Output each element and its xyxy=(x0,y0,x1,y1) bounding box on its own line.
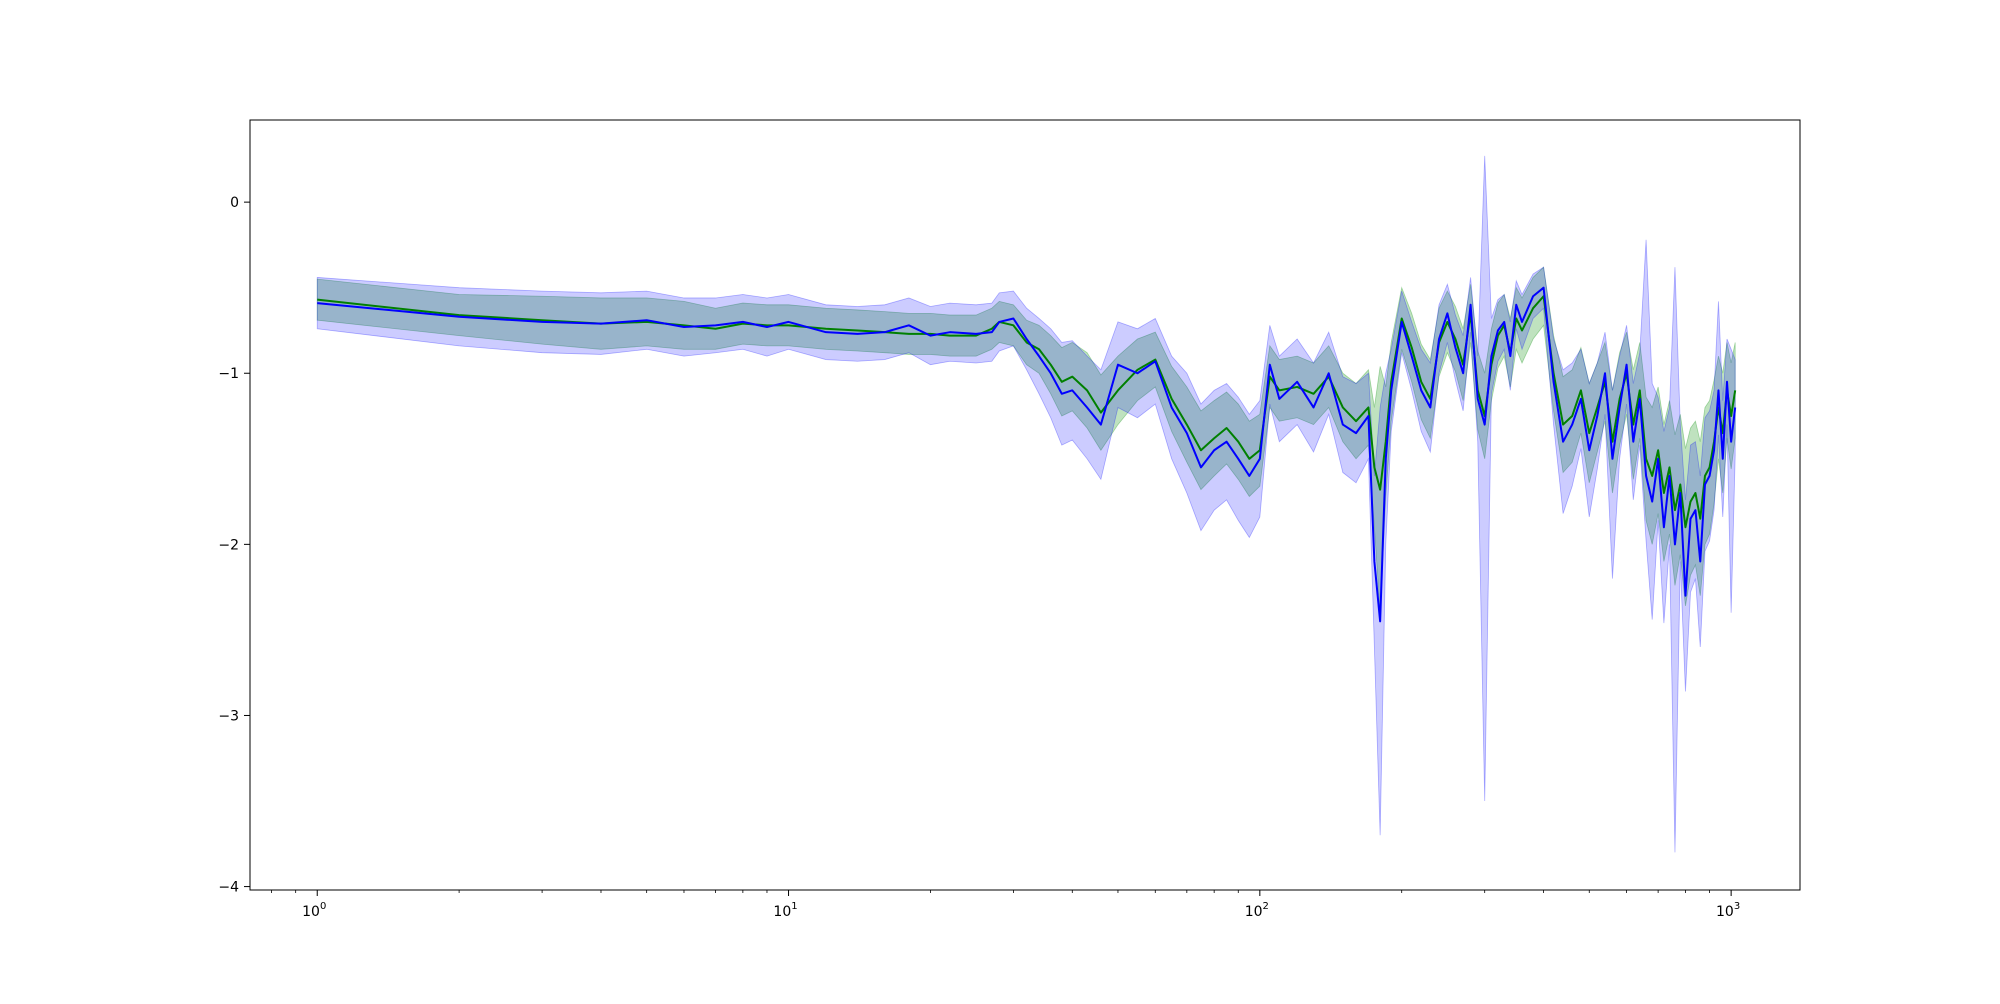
series-2-line xyxy=(317,286,1737,623)
y-tick-label: −4 xyxy=(218,880,239,896)
x-tick-label: 102 xyxy=(1245,901,1269,920)
x-tick-label: 101 xyxy=(773,901,797,920)
confidence-bands xyxy=(316,155,1736,853)
x-tick-label: 100 xyxy=(302,901,326,920)
x-tick-label: 103 xyxy=(1716,901,1740,920)
series-lines xyxy=(317,286,1737,623)
plot-area-frame xyxy=(249,119,1801,891)
x-axis: 100 101 102 103 xyxy=(271,890,1740,920)
series-2-band xyxy=(316,155,1736,853)
series-1-band xyxy=(316,266,1736,613)
y-tick-label: 0 xyxy=(230,195,239,211)
y-tick-label: −1 xyxy=(218,366,239,382)
y-tick-label: −3 xyxy=(218,708,239,724)
y-axis: 0 −1 −2 −3 −4 xyxy=(218,195,250,896)
y-tick-label: −2 xyxy=(218,537,239,553)
